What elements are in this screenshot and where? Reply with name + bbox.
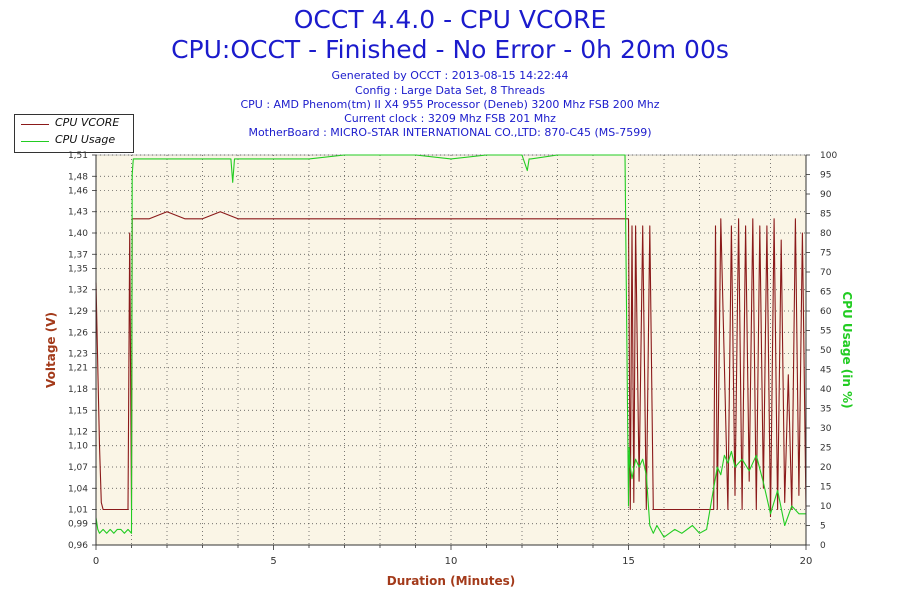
y-tick-label: 1,07 bbox=[68, 463, 88, 473]
y-tick-label: 1,04 bbox=[68, 484, 88, 494]
plot-area bbox=[95, 154, 807, 546]
y2-tick-label: 100 bbox=[820, 151, 837, 161]
y-tick-label: 1,01 bbox=[68, 506, 88, 516]
series-line-usage bbox=[95, 154, 806, 538]
y2-tick-label: 90 bbox=[820, 190, 832, 200]
y-tick-label: 1,15 bbox=[68, 406, 88, 416]
legend-item-vcore: CPU VCORE bbox=[15, 116, 133, 132]
y2-tick-label: 85 bbox=[820, 210, 831, 220]
y2-tick-label: 65 bbox=[820, 288, 831, 298]
y2-tick-label: 0 bbox=[820, 541, 826, 551]
x-tick-label: 10 bbox=[445, 556, 458, 567]
legend-item-usage: CPU Usage bbox=[15, 133, 133, 149]
legend-swatch-vcore bbox=[21, 124, 49, 125]
x-axis-title: Duration (Minutes) bbox=[387, 574, 515, 588]
legend-label-vcore: CPU VCORE bbox=[55, 116, 120, 129]
y2-tick-label: 5 bbox=[820, 522, 826, 532]
y-tick-label: 1,26 bbox=[68, 328, 88, 338]
y-tick-label: 1,29 bbox=[68, 307, 88, 317]
y2-tick-label: 50 bbox=[820, 346, 832, 356]
chart-title: OCCT 4.4.0 - CPU VCORE bbox=[293, 5, 607, 34]
x-tick-label: 5 bbox=[270, 556, 276, 567]
y-tick-label: 0,96 bbox=[68, 541, 88, 551]
y2-tick-label: 35 bbox=[820, 405, 831, 415]
y2-tick-label: 45 bbox=[820, 366, 831, 376]
y2-tick-label: 55 bbox=[820, 327, 831, 337]
legend-label-usage: CPU Usage bbox=[55, 133, 116, 146]
y2-tick-label: 75 bbox=[820, 249, 831, 259]
y2-tick-label: 95 bbox=[820, 171, 831, 181]
info-clock: Current clock : 3209 Mhz FSB 201 Mhz bbox=[344, 112, 556, 125]
y-tick-label: 1,23 bbox=[68, 350, 88, 360]
legend-swatch-usage bbox=[21, 141, 49, 142]
info-generated: Generated by OCCT : 2013-08-15 14:22:44 bbox=[331, 69, 569, 82]
y-tick-label: 1,32 bbox=[68, 286, 88, 296]
y-tick-label: 1,40 bbox=[68, 229, 88, 239]
x-tick-label: 15 bbox=[622, 556, 635, 567]
y-tick-label: 1,18 bbox=[68, 385, 88, 395]
y-tick-label: 1,35 bbox=[68, 264, 88, 274]
y2-tick-label: 25 bbox=[820, 444, 831, 454]
info-cpu: CPU : AMD Phenom(tm) II X4 955 Processor… bbox=[240, 98, 660, 111]
series-line-vcore bbox=[95, 211, 807, 518]
info-motherboard: MotherBoard : MICRO-STAR INTERNATIONAL C… bbox=[248, 126, 652, 139]
y2-tick-label: 30 bbox=[820, 424, 832, 434]
y-tick-label: 0,99 bbox=[68, 520, 88, 530]
x-tick-label: 20 bbox=[800, 556, 813, 567]
y-tick-label: 1,21 bbox=[68, 364, 88, 374]
legend: CPU VCORE CPU Usage bbox=[14, 114, 134, 153]
y2-tick-label: 15 bbox=[820, 483, 831, 493]
y-tick-label: 1,37 bbox=[68, 250, 88, 260]
y2-tick-label: 80 bbox=[820, 229, 832, 239]
y2-axis-title: CPU Usage (in %) bbox=[840, 291, 854, 408]
y-tick-label: 1,51 bbox=[68, 151, 88, 161]
info-config: Config : Large Data Set, 8 Threads bbox=[355, 84, 545, 97]
x-tick-label: 0 bbox=[93, 556, 99, 567]
chart-subtitle: CPU:OCCT - Finished - No Error - 0h 20m … bbox=[171, 35, 729, 64]
y2-tick-label: 20 bbox=[820, 463, 832, 473]
y-tick-label: 1,43 bbox=[68, 208, 88, 218]
y-axis-title: Voltage (V) bbox=[44, 312, 58, 388]
y-tick-label: 1,46 bbox=[68, 186, 88, 196]
y2-tick-label: 70 bbox=[820, 268, 832, 278]
y-tick-label: 1,12 bbox=[68, 428, 88, 438]
y2-tick-label: 10 bbox=[820, 502, 832, 512]
y-tick-label: 1,48 bbox=[68, 172, 88, 182]
y2-tick-label: 40 bbox=[820, 385, 832, 395]
y2-tick-label: 60 bbox=[820, 307, 832, 317]
y-tick-label: 1,10 bbox=[68, 442, 88, 452]
